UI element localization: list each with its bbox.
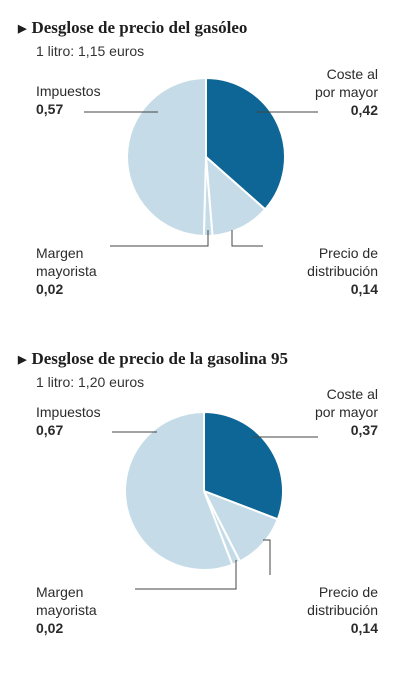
leader-line [263, 539, 271, 575]
label-coste-line2: por mayor [314, 84, 378, 100]
slice-impuestos [124, 410, 234, 571]
label-distribucion-line2: distribución [307, 263, 378, 279]
label-margen-line2: mayorista [36, 602, 97, 618]
label-margen-line1: Margen [36, 245, 84, 261]
leader-line [135, 560, 237, 590]
label-distribucion: Precio de distribución 0,14 [307, 583, 378, 637]
label-coste-value: 0,42 [350, 102, 378, 118]
label-margen-line2: mayorista [36, 263, 97, 279]
label-impuestos-text: Impuestos [36, 404, 101, 420]
leader-line [231, 230, 263, 247]
label-distribucion-value: 0,14 [350, 281, 378, 297]
slice-impuestos [125, 76, 207, 237]
chart-title: ▶ Desglose de precio de la gasolina 95 [18, 349, 289, 368]
label-impuestos: Impuestos 0,67 [36, 403, 101, 439]
bullet-triangle-icon: ▶ [18, 23, 27, 35]
label-coste: Coste al por mayor 0,42 [315, 65, 378, 119]
label-coste: Coste al por mayor 0,37 [315, 385, 378, 439]
chart-gasolina-95: ▶ Desglose de precio de la gasolina 95 1 … [0, 335, 414, 693]
label-coste-line1: Coste al [326, 66, 378, 82]
label-distribucion-value: 0,14 [350, 620, 378, 636]
label-impuestos: Impuestos 0,57 [36, 82, 101, 118]
label-coste-value: 0,37 [350, 422, 378, 438]
slice-coste-mayor [203, 410, 284, 521]
bullet-triangle-icon: ▶ [18, 354, 27, 366]
label-distribucion-line2: distribución [307, 602, 378, 618]
label-margen-value: 0,02 [36, 620, 64, 636]
chart-gasoleo: ▶ Desglose de precio del gasóleo 1 litro:… [0, 0, 414, 340]
chart-subtitle: 1 litro: 1,20 euros [36, 374, 145, 390]
label-margen: Margen mayorista 0,02 [36, 244, 97, 298]
pie-chart [112, 410, 318, 590]
label-coste-line2: por mayor [314, 404, 378, 420]
label-margen-value: 0,02 [36, 281, 64, 297]
pie-chart [84, 76, 318, 247]
label-impuestos-value: 0,57 [36, 101, 64, 117]
label-distribucion: Precio de distribución 0,14 [307, 244, 378, 298]
label-distribucion-line1: Precio de [318, 584, 378, 600]
leader-line [110, 230, 209, 247]
slice-distribucion [204, 154, 267, 237]
chart-subtitle: 1 litro: 1,15 euros [36, 43, 145, 59]
label-distribucion-line1: Precio de [318, 245, 378, 261]
slice-coste-mayor [205, 76, 286, 211]
chart-title: ▶ Desglose de precio del gasóleo [18, 18, 248, 37]
label-impuestos-text: Impuestos [36, 83, 101, 99]
label-coste-line1: Coste al [326, 386, 378, 402]
label-margen-line1: Margen [36, 584, 84, 600]
label-margen: Margen mayorista 0,02 [36, 583, 97, 637]
label-impuestos-value: 0,67 [36, 422, 64, 438]
